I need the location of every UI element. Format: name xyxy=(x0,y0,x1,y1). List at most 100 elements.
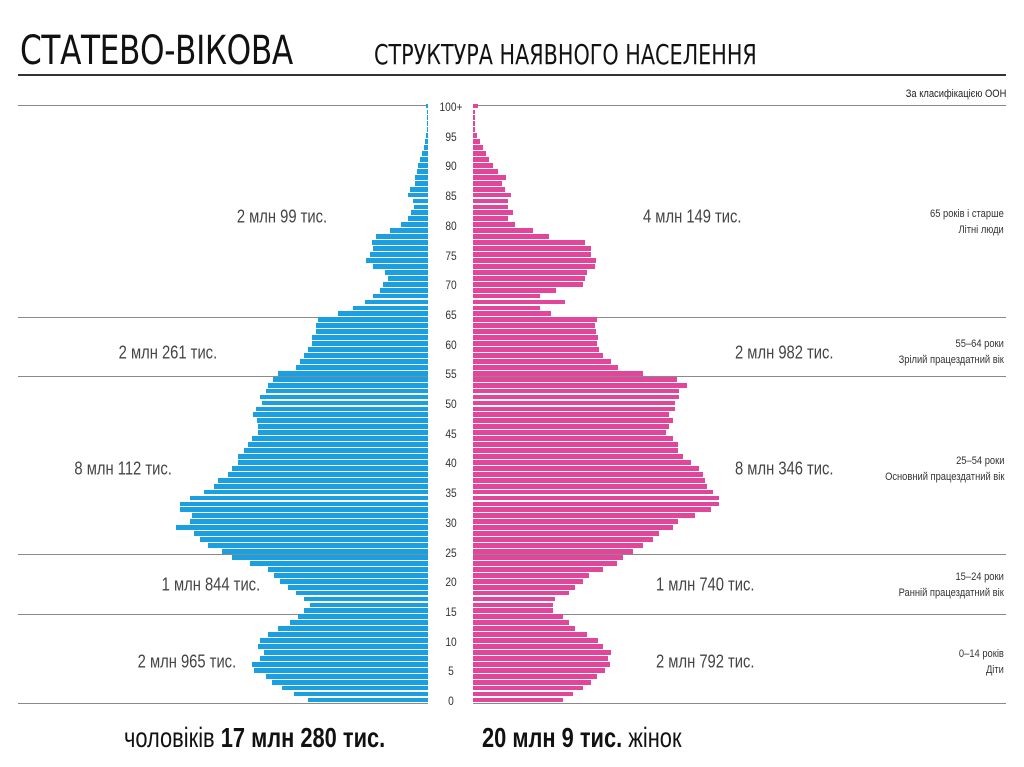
male-bar xyxy=(257,418,428,424)
female-bar xyxy=(473,293,540,299)
male-bar xyxy=(316,329,428,335)
male-bar xyxy=(370,252,428,257)
female-bar xyxy=(473,287,556,293)
female-bar xyxy=(473,145,483,150)
male-bar xyxy=(308,347,428,352)
age-tick-label: 95 xyxy=(445,129,457,144)
male-bar xyxy=(310,602,428,608)
age-group-name: Діти xyxy=(986,664,1004,676)
male-bar xyxy=(390,228,428,234)
female-bar xyxy=(473,370,643,376)
female-bar xyxy=(473,632,587,638)
male-total: 17 млн 280 тис. xyxy=(220,722,386,753)
male-bar xyxy=(278,370,428,376)
female-bar xyxy=(473,275,585,281)
age-tick-label: 10 xyxy=(445,634,457,649)
male-bar xyxy=(232,555,428,560)
male-bar xyxy=(180,507,428,513)
male-bar xyxy=(353,305,428,311)
female-bar xyxy=(473,638,598,643)
age-tick-label: 80 xyxy=(445,218,457,233)
male-bar xyxy=(413,198,428,204)
female-bar xyxy=(473,133,477,139)
male-bar xyxy=(252,661,428,667)
male-bar xyxy=(415,180,428,186)
female-bar xyxy=(473,329,596,335)
male-bar xyxy=(254,667,428,673)
female-bar xyxy=(473,436,673,442)
female-bar xyxy=(473,388,679,394)
male-bar xyxy=(268,566,428,572)
female-bar xyxy=(473,614,563,620)
male-bar xyxy=(408,192,428,198)
group-divider-right xyxy=(473,317,1006,318)
female-bar xyxy=(473,412,669,418)
male-bar xyxy=(308,697,428,703)
female-bar xyxy=(473,347,599,352)
male-bar xyxy=(290,620,428,626)
female-bar xyxy=(473,317,597,323)
male-bar xyxy=(208,543,428,548)
title-bold: СТАТЕВО-ВІКОВА xyxy=(20,28,293,74)
male-bar xyxy=(312,335,428,341)
male-bar xyxy=(273,376,428,382)
male-group-total: 2 млн 965 тис. xyxy=(137,651,236,672)
male-bar xyxy=(176,525,428,531)
female-bar xyxy=(473,697,563,703)
female-bar xyxy=(473,531,659,537)
age-group-name: Зрілий працездатний вік xyxy=(898,354,1004,366)
female-bar xyxy=(473,299,565,305)
male-bar xyxy=(424,145,428,150)
female-bar xyxy=(473,418,673,424)
female-bar xyxy=(473,477,705,483)
female-bar xyxy=(473,685,583,691)
female-bar xyxy=(473,406,675,412)
female-bar xyxy=(473,358,611,364)
female-bar xyxy=(473,115,475,121)
male-bar xyxy=(282,685,428,691)
male-bar xyxy=(262,400,428,406)
female-group-total: 2 млн 792 тис. xyxy=(656,651,755,672)
age-tick-label: 0 xyxy=(448,694,454,708)
male-group-total: 2 млн 99 тис. xyxy=(236,206,327,227)
age-tick-label: 35 xyxy=(445,486,457,501)
age-group-range: 55–64 роки xyxy=(955,338,1004,350)
female-bar xyxy=(473,543,643,548)
age-tick-label: 5 xyxy=(448,664,454,679)
female-bar xyxy=(473,584,575,590)
age-group-range: 15–24 роки xyxy=(955,571,1004,583)
age-tick-label: 60 xyxy=(445,337,457,352)
age-group-label: 15–24 роки Ранній працездатний вік xyxy=(899,569,1004,601)
female-bar xyxy=(473,667,605,673)
female-bar xyxy=(473,489,713,495)
female-bar xyxy=(473,216,508,222)
age-group-label: 65 років і старше Літні люди xyxy=(930,206,1004,238)
male-bar xyxy=(278,626,428,632)
male-bar xyxy=(304,353,428,358)
age-tick-label: 40 xyxy=(445,456,457,471)
age-tick-label: 50 xyxy=(445,397,457,411)
age-tick-label: 100+ xyxy=(439,100,463,114)
male-bar xyxy=(268,382,428,388)
male-bar xyxy=(373,246,428,251)
age-tick-label: 20 xyxy=(445,575,457,590)
male-bar xyxy=(218,477,428,483)
female-bar xyxy=(473,465,699,471)
male-bar xyxy=(298,614,428,620)
female-bar xyxy=(473,364,618,370)
male-bar xyxy=(408,216,428,222)
female-bar xyxy=(473,691,573,697)
age-tick-label: 15 xyxy=(445,604,457,619)
age-group-label: 25–54 роки Основний працездатний вік xyxy=(885,453,1004,485)
female-bar xyxy=(473,537,653,542)
male-bar xyxy=(417,168,428,174)
group-divider-left xyxy=(18,614,428,615)
male-bar xyxy=(238,459,428,465)
male-bar xyxy=(250,560,428,566)
female-bar xyxy=(473,501,719,507)
male-bar xyxy=(258,424,428,430)
female-bar xyxy=(473,507,711,513)
group-divider-left xyxy=(18,703,428,704)
female-bar xyxy=(473,673,597,679)
male-bar xyxy=(253,412,428,418)
